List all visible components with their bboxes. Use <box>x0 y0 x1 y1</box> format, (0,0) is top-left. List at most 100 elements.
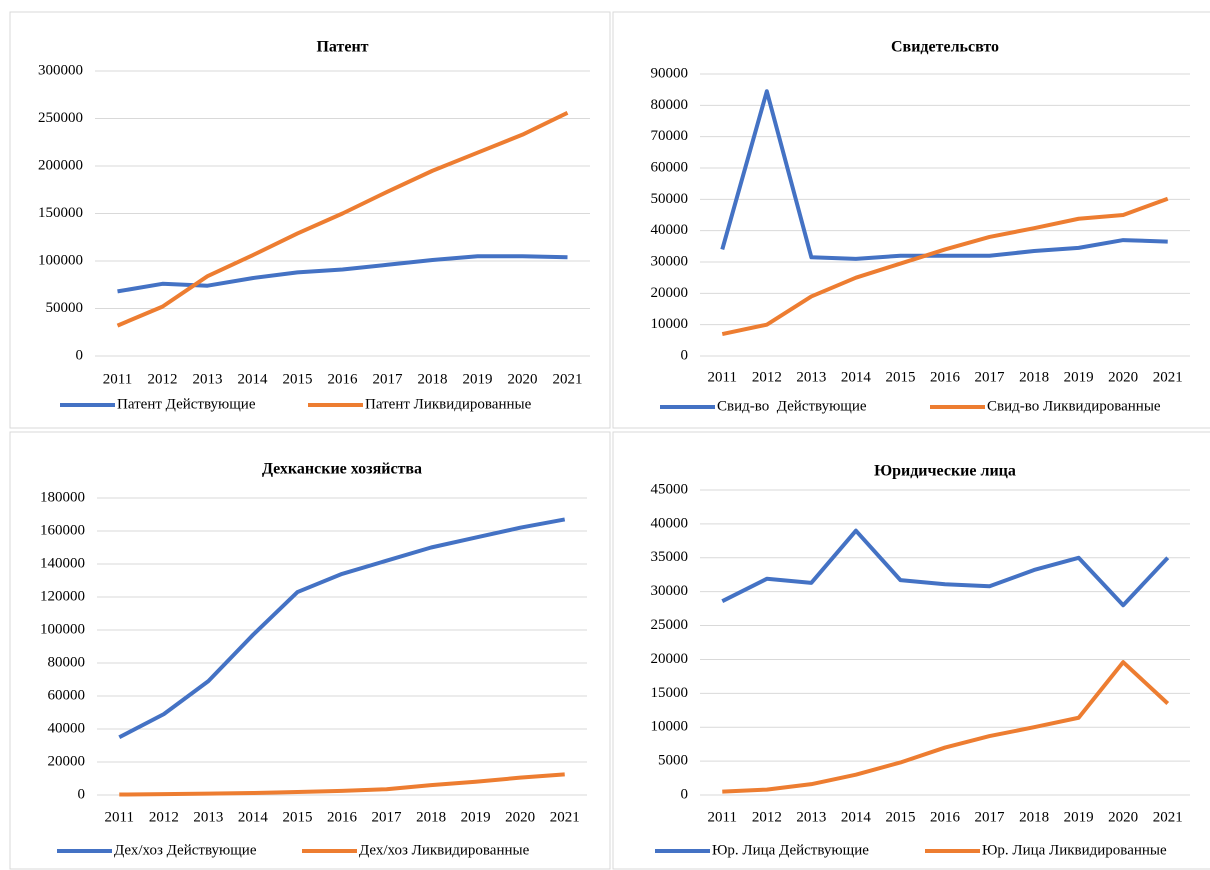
y-tick-label: 10000 <box>651 316 689 332</box>
legend-label: Дех/хоз Действующие <box>114 842 257 858</box>
x-tick-label: 2011 <box>105 809 134 825</box>
y-tick-label: 140000 <box>40 555 85 571</box>
x-tick-label: 2013 <box>193 371 223 387</box>
x-tick-label: 2011 <box>708 809 737 825</box>
line-series <box>722 660 1170 794</box>
chart-title: Патент <box>316 39 368 56</box>
y-tick-label: 200000 <box>38 157 83 173</box>
x-tick-label: 2017 <box>372 809 403 825</box>
x-tick-label: 2015 <box>885 809 915 825</box>
y-tick-label: 80000 <box>651 97 689 113</box>
line-series <box>720 89 1168 261</box>
x-tick-label: 2011 <box>103 371 132 387</box>
y-tick-label: 150000 <box>38 205 83 221</box>
y-tick-label: 15000 <box>651 685 689 701</box>
legend-label: Дех/хоз Ликвидированные <box>359 842 530 858</box>
legend-label: Патент Ликвидированные <box>365 396 532 412</box>
y-tick-label: 20000 <box>651 651 689 667</box>
x-tick-label: 2012 <box>752 809 782 825</box>
x-tick-label: 2019 <box>463 371 493 387</box>
x-tick-label: 2020 <box>1108 369 1138 385</box>
y-tick-label: 40000 <box>651 515 689 531</box>
line-series <box>721 528 1170 608</box>
x-tick-label: 2014 <box>841 809 872 825</box>
x-tick-label: 2011 <box>708 369 737 385</box>
x-tick-label: 2018 <box>418 371 448 387</box>
x-tick-label: 2016 <box>930 809 961 825</box>
y-tick-label: 20000 <box>651 285 689 301</box>
y-tick-label: 0 <box>681 786 689 802</box>
y-tick-label: 20000 <box>48 753 86 769</box>
x-tick-label: 2021 <box>553 371 583 387</box>
x-tick-label: 2016 <box>328 371 359 387</box>
y-tick-label: 30000 <box>651 583 689 599</box>
x-tick-label: 2020 <box>1108 809 1138 825</box>
y-tick-label: 40000 <box>651 222 689 238</box>
panel <box>9 431 611 870</box>
panel <box>612 431 1210 870</box>
y-tick-label: 100000 <box>38 252 83 268</box>
x-tick-label: 2021 <box>1153 809 1183 825</box>
line-series <box>119 772 565 797</box>
legend-label: Юр. Лица Действующие <box>712 842 869 858</box>
x-tick-label: 2020 <box>505 809 535 825</box>
y-tick-label: 50000 <box>46 300 84 316</box>
x-tick-label: 2015 <box>282 809 312 825</box>
chart-title: Свидетельсвто <box>891 39 999 56</box>
x-tick-label: 2012 <box>149 809 179 825</box>
chart-title: Юридические лица <box>874 463 1016 480</box>
line-series <box>116 111 569 328</box>
y-tick-label: 25000 <box>651 617 689 633</box>
y-tick-label: 120000 <box>40 588 85 604</box>
y-tick-label: 5000 <box>658 753 688 769</box>
x-tick-label: 2013 <box>193 809 223 825</box>
y-tick-label: 180000 <box>40 489 85 505</box>
x-tick-label: 2019 <box>461 809 491 825</box>
x-tick-label: 2014 <box>238 809 269 825</box>
x-tick-label: 2013 <box>796 369 826 385</box>
y-tick-label: 250000 <box>38 110 83 126</box>
y-tick-label: 0 <box>78 786 86 802</box>
y-tick-label: 35000 <box>651 549 689 565</box>
y-tick-label: 30000 <box>651 253 689 269</box>
x-tick-label: 2019 <box>1064 369 1094 385</box>
x-tick-label: 2015 <box>283 371 313 387</box>
line-series <box>118 517 566 740</box>
x-tick-label: 2016 <box>930 369 961 385</box>
x-tick-label: 2014 <box>238 371 269 387</box>
panel <box>9 11 611 429</box>
x-tick-label: 2019 <box>1064 809 1094 825</box>
x-tick-label: 2018 <box>416 809 446 825</box>
y-tick-label: 60000 <box>651 159 689 175</box>
legend-label: Свид-во Ликвидированные <box>987 398 1161 414</box>
chart-title: Дехканские хозяйства <box>262 461 422 478</box>
y-tick-label: 100000 <box>40 621 85 637</box>
legend-label: Юр. Лица Ликвидированные <box>982 842 1167 858</box>
x-tick-label: 2016 <box>327 809 358 825</box>
y-tick-label: 160000 <box>40 522 85 538</box>
legend-label: Свид-во Действующие <box>717 398 867 414</box>
x-tick-label: 2020 <box>508 371 538 387</box>
line-series <box>721 196 1169 337</box>
y-tick-label: 0 <box>681 347 689 363</box>
y-tick-label: 90000 <box>651 65 689 81</box>
x-tick-label: 2021 <box>1153 369 1183 385</box>
y-tick-label: 70000 <box>651 128 689 144</box>
x-tick-label: 2017 <box>373 371 404 387</box>
y-tick-label: 40000 <box>48 720 86 736</box>
x-tick-label: 2021 <box>550 809 580 825</box>
y-tick-label: 60000 <box>48 687 86 703</box>
x-tick-label: 2018 <box>1019 369 1049 385</box>
x-tick-label: 2017 <box>975 809 1006 825</box>
y-tick-label: 0 <box>76 347 84 363</box>
x-tick-label: 2018 <box>1019 809 1049 825</box>
y-tick-label: 50000 <box>651 191 689 207</box>
x-tick-label: 2012 <box>148 371 178 387</box>
x-tick-label: 2017 <box>975 369 1006 385</box>
y-tick-label: 300000 <box>38 62 83 78</box>
y-tick-label: 80000 <box>48 654 86 670</box>
panel <box>612 11 1210 429</box>
x-tick-label: 2015 <box>885 369 915 385</box>
y-tick-label: 45000 <box>651 481 689 497</box>
